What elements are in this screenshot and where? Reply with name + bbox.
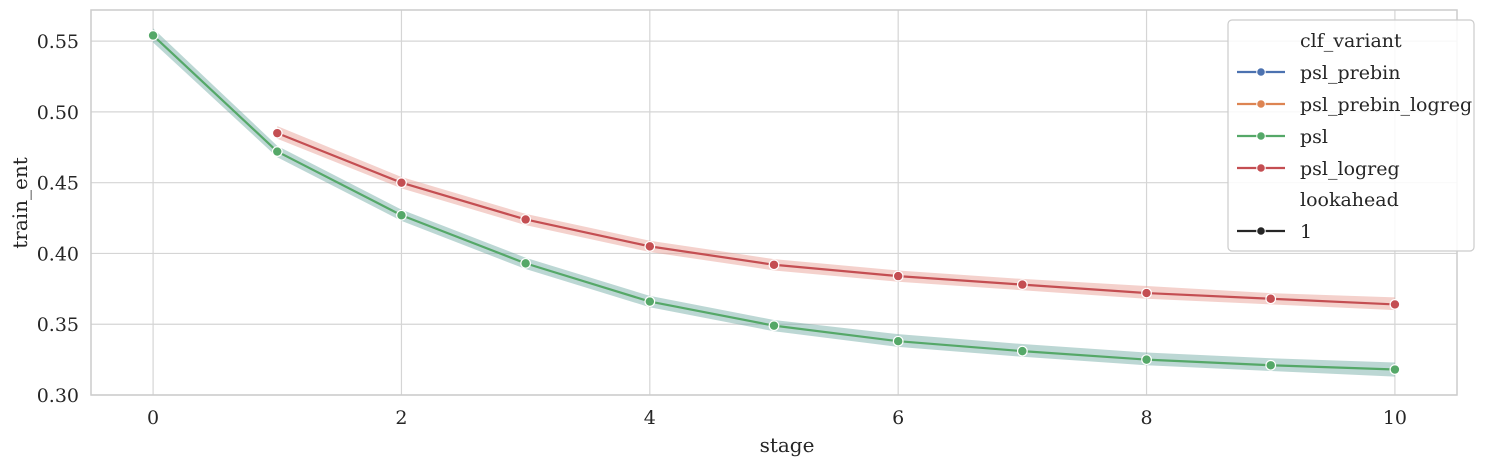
data-point-psl	[768, 320, 780, 332]
data-point-psl-logreg	[520, 214, 532, 225]
legend-style-marker	[1256, 226, 1266, 236]
legend-marker-psl	[1256, 131, 1266, 141]
legend-label-psl-prebin: psl_prebin	[1300, 62, 1400, 84]
data-point-psl-logreg	[1016, 279, 1028, 290]
data-point-psl	[1389, 364, 1401, 375]
confidence-bands	[153, 28, 1395, 377]
legend-marker-psl-prebin-logreg	[1256, 99, 1266, 109]
x-tick-label: 6	[892, 407, 904, 429]
data-point-psl-logreg	[1265, 293, 1277, 305]
series-line-psl-logreg	[276, 132, 1395, 306]
data-point-psl-logreg	[768, 259, 780, 271]
legend-marker-psl-prebin	[1256, 67, 1266, 77]
x-tick-label: 4	[644, 407, 656, 429]
y-tick-label: 0.50	[37, 102, 79, 124]
y-tick-label: 0.45	[37, 173, 79, 195]
series-line-psl	[152, 34, 1395, 371]
x-tick-label: 10	[1383, 407, 1407, 429]
x-axis-label: stage	[760, 433, 815, 457]
data-point-psl	[1141, 354, 1152, 366]
legend-label-psl-prebin-logreg: psl_prebin_logreg	[1300, 94, 1472, 116]
data-point-psl-logreg	[644, 240, 656, 252]
y-axis-label: train_ent	[8, 157, 32, 249]
data-point-psl-logreg	[271, 127, 283, 139]
data-point-psl	[271, 146, 283, 157]
y-tick-label: 0.55	[37, 31, 79, 53]
y-tick-label: 0.40	[37, 243, 79, 265]
data-point-psl-logreg	[1389, 299, 1401, 310]
data-point-psl-logreg	[1141, 287, 1152, 299]
legend-style-title: lookahead	[1300, 189, 1399, 211]
y-tick-label: 0.35	[37, 314, 79, 336]
legend-hue-title: clf_variant	[1300, 30, 1402, 52]
x-tick-label: 2	[395, 407, 407, 429]
legend: clf_variant psl_prebin psl_prebin_logregp…	[1227, 19, 1475, 252]
data-point-psl	[520, 257, 532, 269]
x-tick-label: 8	[1140, 407, 1152, 429]
data-point-psl	[147, 30, 159, 41]
legend-marker-psl-logreg	[1256, 163, 1266, 173]
ci-band-psl-logreg	[277, 126, 1395, 311]
data-point-psl	[644, 296, 656, 307]
series-lines	[152, 34, 1395, 371]
data-point-psl-logreg	[892, 270, 904, 282]
legend-box	[1227, 19, 1475, 252]
data-point-psl	[1265, 359, 1277, 371]
data-point-psl-logreg	[396, 177, 407, 189]
data-point-psl	[396, 209, 407, 221]
data-point-psl	[1016, 345, 1028, 357]
data-point-psl	[892, 335, 904, 347]
legend-style-label: 1	[1300, 221, 1312, 243]
x-tick-label: 0	[147, 407, 159, 429]
legend-label-psl-logreg: psl_logreg	[1300, 158, 1400, 180]
series-markers	[147, 30, 1401, 375]
y-tick-labels: 0.30 0.35 0.40 0.45 0.50 0.55	[37, 31, 79, 407]
y-tick-label: 0.30	[37, 385, 79, 407]
x-tick-labels: 0 2 4 6 8 10	[147, 407, 1407, 429]
legend-label-psl: psl	[1300, 126, 1328, 148]
